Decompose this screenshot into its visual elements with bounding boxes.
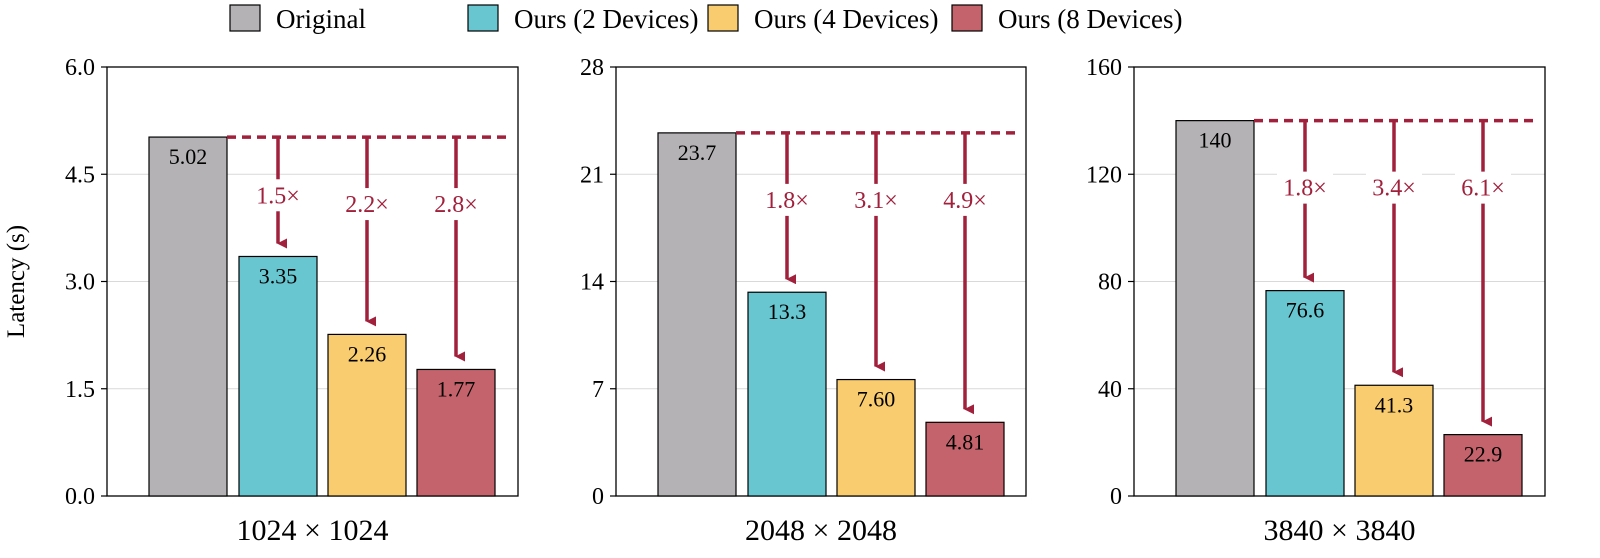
speedup-label: 6.1×	[1461, 176, 1505, 202]
y-tick-label: 160	[1086, 55, 1122, 81]
y-tick-label: 120	[1086, 162, 1122, 188]
bar-original	[1175, 120, 1255, 497]
bar-value-label: 3.35	[259, 263, 298, 288]
y-tick-label: 14	[580, 270, 604, 296]
y-tick-label: 3.0	[65, 270, 95, 296]
legend: Original Ours (2 Devices) Ours (4 Devices)…	[229, 4, 1182, 34]
y-tick-label: 7	[592, 377, 604, 403]
y-tick-label: 6.0	[65, 55, 95, 81]
bar-value-label: 5.02	[169, 144, 208, 169]
bar-original	[657, 132, 737, 497]
y-axis-label: Latency (s)	[3, 225, 30, 338]
speedup-label: 3.4×	[1372, 176, 1416, 202]
bar-ours-2-devices	[747, 291, 827, 497]
legend-label: Ours (4 Devices)	[754, 4, 938, 34]
panel-2: 0 7 14 21 28 23.7 13.3 7.60 4.81 1.8× 3.1× 4.9× 2048…	[580, 55, 1027, 547]
y-tick-label: 28	[580, 55, 604, 81]
legend-item: Ours (8 Devices)	[951, 4, 1182, 34]
legend-item: Ours (2 Devices)	[467, 4, 698, 34]
bar-ours-8-devices	[416, 368, 496, 497]
x-axis-label: 2048 × 2048	[745, 514, 897, 547]
y-tick-label: 0.0	[65, 484, 95, 510]
bar-ours-4-devices	[1354, 384, 1434, 497]
speedup-label-bg	[937, 183, 993, 216]
y-tick-label: 40	[1098, 377, 1122, 403]
bar-value-label: 1.77	[437, 376, 476, 401]
x-axis-label: 3840 × 3840	[1264, 514, 1416, 547]
speedup-label-bg	[759, 183, 815, 216]
speedup-label-bg	[1277, 171, 1333, 204]
bar-ours-4-devices	[327, 333, 407, 497]
speedup-label: 2.2×	[345, 192, 389, 218]
panel-1: 0.0 1.5 3.0 4.5 6.0 5.02 3.35 2.26 1.77 1.5× 2.2× 2…	[3, 55, 519, 547]
speedup-label: 4.9×	[943, 188, 987, 214]
legend-label: Original	[276, 4, 366, 34]
speedup-label-bg	[1455, 171, 1511, 204]
y-tick-label: 0	[592, 484, 604, 510]
speedup-label: 1.5×	[256, 183, 300, 209]
y-tick-label: 80	[1098, 270, 1122, 296]
speedup-label: 3.1×	[854, 188, 898, 214]
bar-ours-4-devices	[836, 378, 916, 497]
bar-value-label: 4.81	[946, 429, 985, 454]
legend-item: Original	[229, 4, 366, 34]
bar-value-label: 41.3	[1375, 392, 1414, 417]
x-axis-label: 1024 × 1024	[237, 514, 389, 547]
legend-swatch	[467, 4, 499, 32]
chart-panels: 0.0 1.5 3.0 4.5 6.0 5.02 3.35 2.26 1.77 1.5× 2.2× 2…	[3, 55, 1546, 547]
bar-ours-8-devices	[1443, 433, 1523, 497]
legend-item: Ours (4 Devices)	[707, 4, 938, 34]
bar-ours-2-devices	[1265, 290, 1345, 497]
legend-label: Ours (8 Devices)	[998, 4, 1182, 34]
bar-value-label: 22.9	[1464, 442, 1503, 467]
panel-3: 0 40 80 120 160 140 76.6 41.3 22.9 1.8× 3.4× 6.1× 38…	[1086, 55, 1546, 547]
y-tick-label: 21	[580, 162, 604, 188]
bar-value-label: 140	[1199, 128, 1232, 153]
legend-swatch	[229, 4, 261, 32]
speedup-label: 2.8×	[434, 192, 478, 218]
bar-value-label: 2.26	[348, 341, 387, 366]
speedup-label-bg	[428, 188, 484, 221]
bar-value-label: 13.3	[768, 299, 807, 324]
bar-value-label: 23.7	[678, 140, 717, 165]
speedup-label-bg	[848, 183, 904, 216]
speedup-label-bg	[1366, 171, 1422, 204]
bar-ours-2-devices	[238, 255, 318, 497]
speedup-label: 1.8×	[765, 188, 809, 214]
bar-value-label: 7.60	[857, 387, 896, 412]
y-tick-label: 0	[1110, 484, 1122, 510]
legend-label: Ours (2 Devices)	[514, 4, 698, 34]
y-tick-label: 4.5	[65, 162, 95, 188]
bar-ours-8-devices	[925, 421, 1005, 497]
speedup-label: 1.8×	[1283, 176, 1327, 202]
legend-swatch	[951, 4, 983, 32]
y-tick-label: 1.5	[65, 377, 95, 403]
speedup-label-bg	[250, 179, 306, 212]
bar-original	[148, 136, 228, 497]
legend-swatch	[707, 4, 739, 32]
speedup-label-bg	[339, 188, 395, 221]
bar-value-label: 76.6	[1286, 298, 1325, 323]
